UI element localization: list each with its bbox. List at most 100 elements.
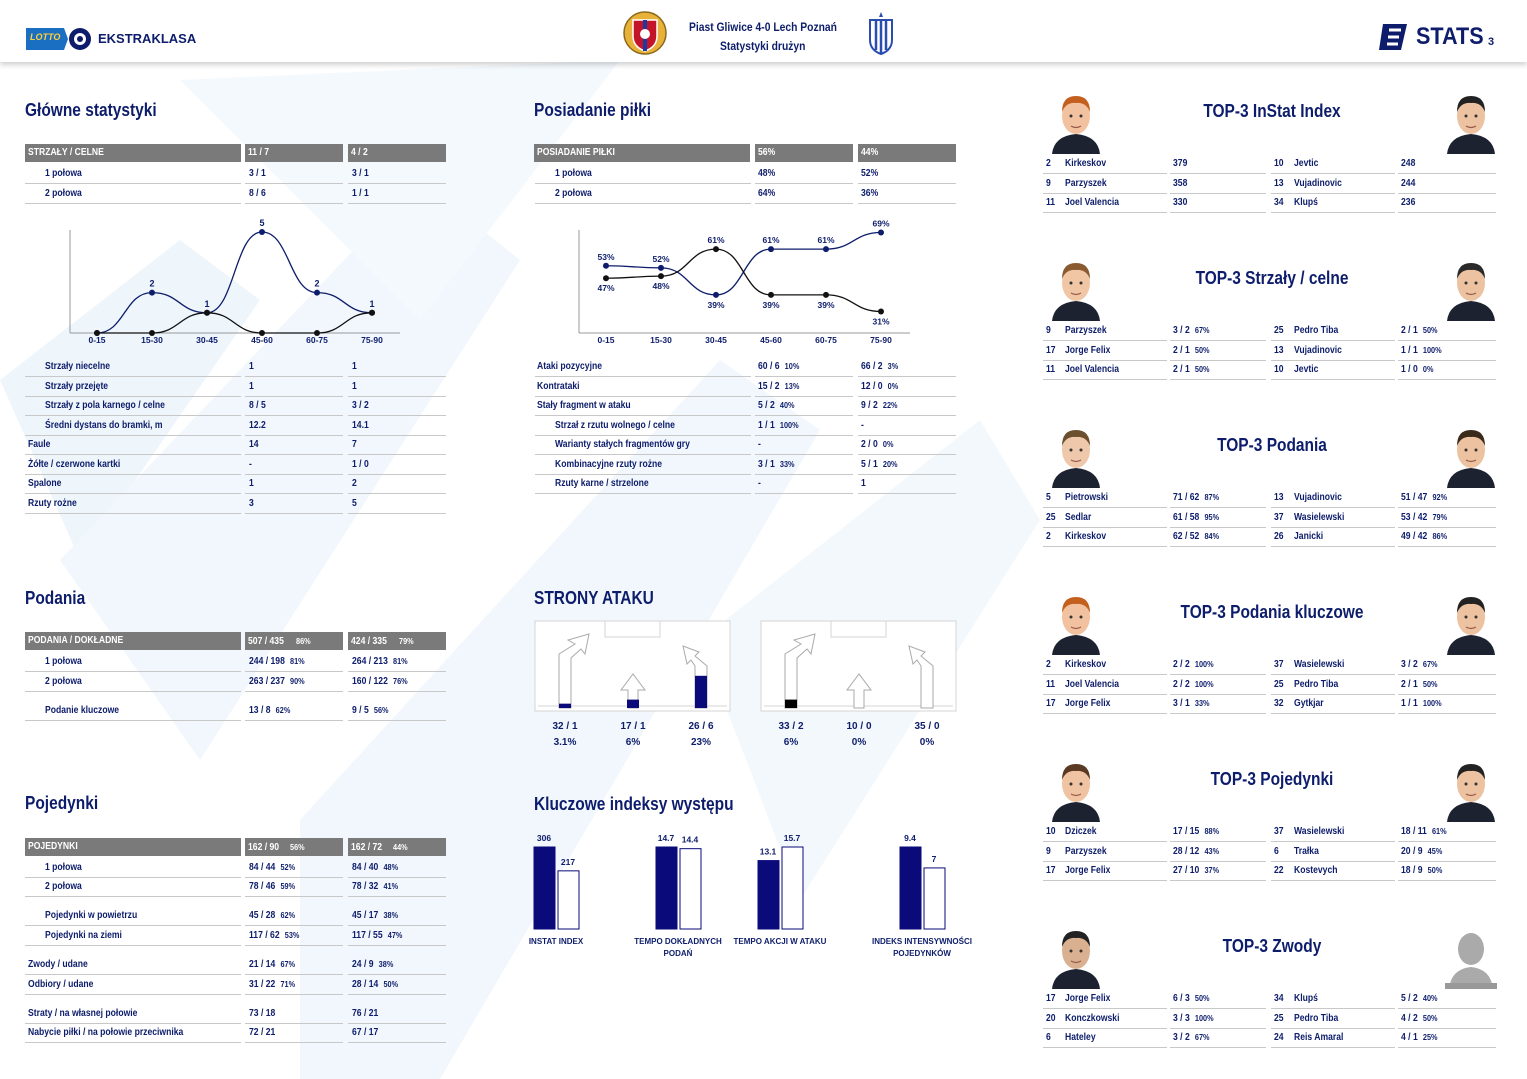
row-divider (535, 415, 751, 416)
value-text: 2 / 1 (1173, 344, 1190, 356)
row-divider (348, 877, 446, 878)
percent-text: 67% (1422, 659, 1438, 669)
value-text: 4 / 1 (1401, 1032, 1418, 1043)
value-text: 28 / 12 (1173, 845, 1200, 857)
value-text: 117 / 62 (249, 930, 280, 941)
page-number: 3 (1488, 36, 1495, 48)
value-text: 2 / 2 (1173, 678, 1190, 690)
data-point (94, 330, 100, 336)
row-divider (1271, 212, 1395, 213)
percent-text: 0% (882, 439, 894, 449)
lech-crest-icon (869, 12, 893, 56)
table-header-away: 424 / 335 79% (348, 632, 446, 650)
data-point (603, 275, 609, 282)
data-point (259, 229, 265, 235)
table-row-away: 45 / 17 38% (352, 910, 398, 921)
percent-text: 81% (393, 656, 408, 666)
value-text: 5 / 1 (861, 458, 878, 470)
value-text: 1 / 1 (758, 419, 775, 431)
data-label: 52% (652, 254, 669, 264)
player-number: 20 (1046, 1012, 1056, 1024)
table-row-home: - (249, 458, 252, 470)
percent-text: 25% (1422, 1032, 1438, 1042)
player-name: Jevtic (1294, 158, 1319, 169)
row-divider (1271, 173, 1395, 174)
value-text: 62 / 52 (1173, 531, 1200, 542)
row-divider (1398, 1008, 1496, 1009)
value-text: 21 / 14 (249, 959, 276, 970)
row-divider (1043, 379, 1167, 380)
row-divider (535, 183, 751, 184)
series-line-1 (96, 312, 373, 334)
player-photo (1447, 764, 1495, 822)
value-text: 67 / 17 (352, 1027, 379, 1038)
value-text: 12 / 0 (861, 380, 883, 392)
row-divider (1271, 340, 1395, 341)
player-number: 25 (1274, 1012, 1284, 1024)
table-row-away: 264 / 213 81% (352, 656, 408, 667)
percent-text: 62% (275, 705, 291, 715)
player-number: 37 (1274, 659, 1284, 670)
x-tick-label: 15-30 (650, 335, 672, 345)
section-title: STRONY ATAKU (534, 588, 654, 608)
row-divider (25, 691, 241, 692)
row-divider (245, 1023, 343, 1024)
player-name: Dziczek (1065, 826, 1097, 837)
value-text: 84 / 40 (352, 862, 379, 873)
key-indexes-bar-chart: 306 217 INSTAT INDEX 14.7 14.4 TEMPO DOKŁADNY… (529, 833, 972, 958)
player-value: 3 / 1 33% (1173, 698, 1210, 709)
row-divider (1271, 860, 1395, 862)
percent-text: 100% (1194, 1012, 1214, 1023)
player-value: 5 / 2 40% (1401, 993, 1438, 1004)
table-row-away: 1 (352, 380, 357, 392)
table-row-away: 3 / 1 (352, 168, 369, 179)
table-row-label: 2 połowa (45, 676, 82, 687)
value-text: 31 / 22 (249, 979, 276, 990)
index-bar (781, 846, 804, 930)
table-row-home: 14 (249, 439, 259, 450)
category-label: TEMPO AKCJI W ATAKU (734, 937, 827, 946)
attack-value-label: 35 / 0 (914, 721, 939, 732)
value-text: 72 / 21 (249, 1027, 276, 1038)
row-divider (1398, 546, 1496, 547)
player-value: 53 / 42 79% (1401, 512, 1447, 523)
row-divider (1398, 880, 1496, 881)
data-label: 61% (817, 235, 834, 245)
row-divider (1398, 192, 1496, 194)
player-name: Jorge Felix (1065, 993, 1111, 1004)
table-row-home: 12.2 (249, 419, 266, 431)
player-number: 24 (1274, 1032, 1284, 1043)
percent-text: 95% (1204, 511, 1220, 522)
percent-text: 50% (1422, 678, 1438, 689)
row-divider (1170, 173, 1266, 174)
data-label: 1 (369, 299, 374, 309)
row-divider (1271, 526, 1395, 528)
player-value: 2 / 1 50% (1173, 345, 1210, 356)
row-divider (1170, 1027, 1266, 1029)
player-value: 3 / 2 67% (1401, 659, 1438, 670)
table-row-label: Kontrataki (537, 380, 580, 392)
row-divider (1170, 841, 1266, 842)
table-row-label: 1 połowa (45, 168, 82, 179)
player-value: 330 (1173, 197, 1188, 208)
row-divider (348, 434, 446, 436)
value-text: 3 / 2 (1173, 325, 1190, 336)
value-text: 17 / 15 (1173, 826, 1200, 837)
row-divider (1271, 546, 1395, 547)
row-divider (1043, 841, 1167, 842)
table-row-home: - (758, 439, 766, 450)
player-number: 37 (1274, 511, 1284, 523)
player-number: 13 (1274, 344, 1284, 356)
value-text: - (758, 478, 761, 489)
table-row-away: 67 / 17 (352, 1027, 383, 1038)
row-divider (858, 473, 956, 475)
table-row-away: 2 (352, 478, 357, 489)
row-divider (25, 454, 241, 455)
penalty-box (604, 620, 661, 638)
percent-text: 100% (1422, 698, 1442, 708)
ekstraklasa-logo (26, 28, 91, 50)
percent-text: 33% (1194, 698, 1210, 708)
row-divider (245, 691, 343, 692)
player-value: 18 / 9 50% (1401, 865, 1442, 876)
attack-value-label: 26 / 6 (688, 721, 713, 732)
